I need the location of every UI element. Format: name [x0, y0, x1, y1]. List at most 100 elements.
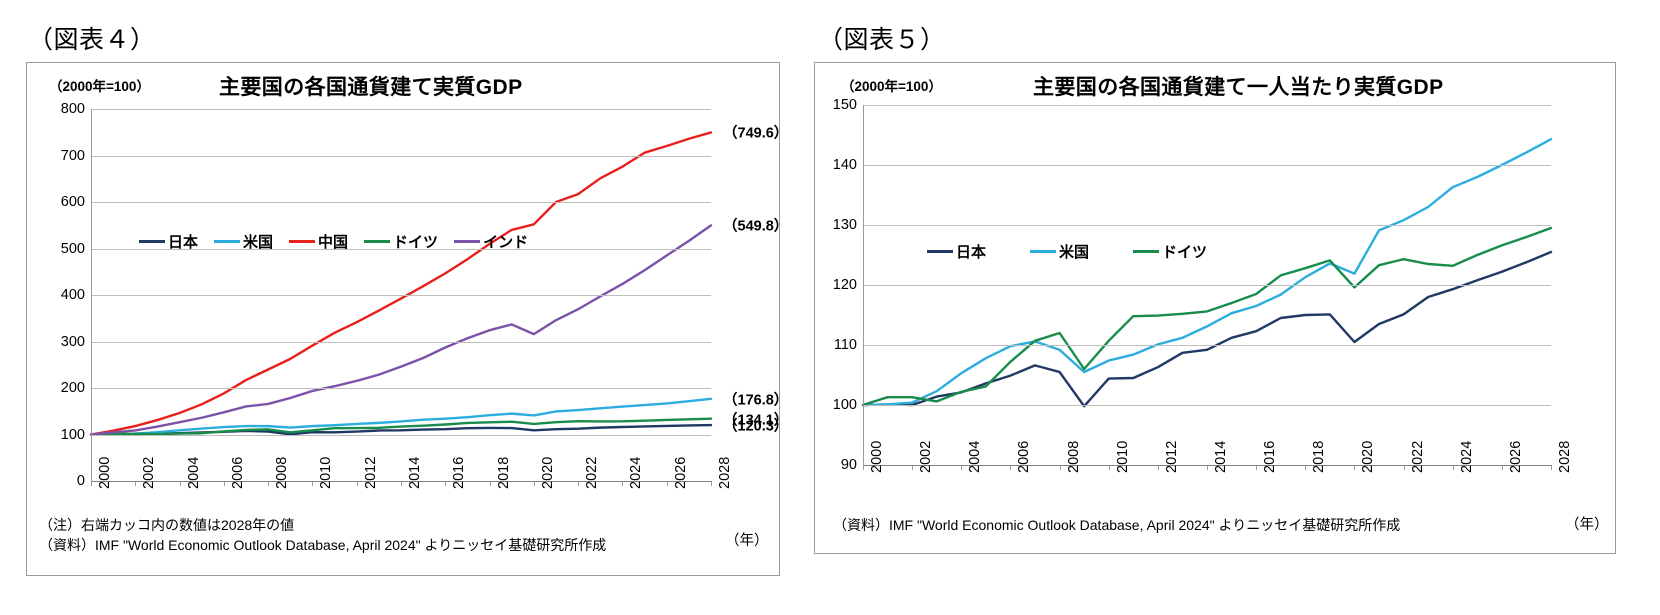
legend-item-インド[interactable]: インド [454, 231, 528, 252]
gridline [91, 388, 711, 389]
gridline [91, 248, 711, 250]
x-axis-tick-mark [1108, 465, 1110, 470]
x-axis-tick-mark [312, 481, 314, 486]
legend-label: ドイツ [393, 234, 439, 251]
x-axis-unit-label: （年） [1565, 517, 1609, 533]
figure-4-title: 主要国の各国通貨建て実質GDP [219, 76, 523, 99]
gridline [91, 295, 711, 296]
legend-item-日本[interactable]: 日本 [927, 241, 986, 262]
y-axis-tick-label: 800 [60, 101, 85, 117]
x-axis-tick-mark [489, 481, 491, 486]
x-axis-tick-mark [961, 465, 963, 470]
figure-5-chart-box: （2000年=100） 主要国の各国通貨建て一人当たり実質GDP 90 100 11… [814, 62, 1616, 554]
x-axis-tick-mark [1256, 465, 1258, 470]
gridline [91, 202, 711, 203]
legend-label: インド [483, 234, 529, 251]
x-axis-tick-label: 2010 [1114, 440, 1131, 473]
figure-4-legend: 日本 米国 中国 ドイツ インド [139, 231, 544, 252]
gridline [91, 341, 711, 343]
x-axis-tick-mark [622, 481, 624, 486]
x-axis-tick-label: 2012 [362, 456, 379, 489]
gridline [863, 405, 1551, 406]
figure-5-series-lines [861, 138, 1553, 408]
x-axis-tick-label: 2022 [584, 456, 601, 489]
y-axis-tick-label: 140 [832, 157, 857, 173]
gridline [863, 285, 1551, 286]
legend-label: 日本 [168, 234, 199, 251]
series-end-value-label: （134.1） [723, 412, 789, 429]
x-axis-tick-label: 2010 [318, 456, 335, 489]
gridline [91, 434, 711, 436]
x-axis-tick-label: 2006 [229, 456, 246, 489]
x-axis-tick-label: 2000 [97, 456, 113, 489]
x-axis-unit-label: （年） [725, 533, 769, 549]
gridline [863, 225, 1551, 226]
figure-5-plot-area: 90 100 110 120 130 140 150 2000 2002 2004 2006 2008… [833, 97, 1609, 533]
x-axis-tick-mark [912, 465, 914, 470]
legend-line-icon [1133, 250, 1160, 253]
series-end-value-label: （749.6） [723, 125, 789, 142]
x-axis-tick-label: 2006 [1016, 440, 1033, 473]
x-axis-tick-label: 2004 [967, 440, 984, 473]
x-axis-tick-label: 2020 [1360, 440, 1377, 473]
x-axis-tick-label: 2016 [451, 456, 468, 489]
figure-4-chart-box: （2000年=100） 主要国の各国通貨建て実質GDP 0 100 200 300 40… [26, 62, 788, 576]
legend-label: 中国 [318, 234, 349, 251]
series-line-米国 [861, 138, 1553, 407]
legend-line-icon [289, 240, 316, 243]
legend-item-ドイツ[interactable]: ドイツ [364, 231, 438, 252]
legend-line-icon [364, 240, 391, 243]
x-axis-tick-mark [445, 481, 447, 486]
x-axis-tick-label: 2026 [1507, 440, 1524, 473]
y-axis-tick-label: 110 [833, 337, 857, 353]
figure-5-source: （資料）IMF "World Economic Outlook Database… [833, 517, 1401, 533]
x-axis-tick-mark [1305, 465, 1307, 470]
series-end-value-label: （176.8） [723, 392, 789, 409]
legend-item-米国[interactable]: 米国 [214, 231, 273, 252]
y-axis-line [863, 105, 864, 465]
series-line-ドイツ [89, 417, 713, 436]
legend-line-icon [214, 240, 241, 243]
x-axis-tick-mark [711, 481, 712, 486]
y-axis-tick-label: 90 [840, 457, 857, 473]
x-axis-tick-label: 2028 [1557, 440, 1573, 473]
figure-5-unit-label: （2000年=100） [841, 79, 942, 94]
legend-item-米国[interactable]: 米国 [1030, 241, 1089, 262]
x-axis-tick-label: 2026 [672, 456, 689, 489]
x-axis-tick-mark [1010, 465, 1012, 470]
legend-item-ドイツ[interactable]: ドイツ [1133, 241, 1207, 262]
y-axis-tick-label: 130 [832, 217, 857, 233]
x-axis-tick-label: 2004 [185, 456, 202, 489]
figure-4-source: （資料）IMF "World Economic Outlook Database… [39, 537, 607, 553]
y-axis-tick-label: 100 [832, 397, 857, 413]
figure-4-series-lines [89, 131, 713, 436]
y-axis-tick-label: 200 [60, 380, 85, 396]
x-axis-tick-mark [223, 481, 225, 486]
series-line-ドイツ [861, 226, 1553, 407]
figure-4-note: （注）右端カッコ内の数値は2028年の値 [39, 517, 295, 533]
gridline [863, 105, 1551, 106]
x-axis-tick-mark [1157, 465, 1159, 470]
legend-label: ドイツ [1162, 244, 1208, 261]
figure-5-caption: （図表５） [818, 27, 946, 54]
legend-item-日本[interactable]: 日本 [139, 231, 198, 252]
x-axis-tick-mark [1501, 465, 1503, 470]
x-axis-tick-mark [1354, 465, 1356, 470]
x-axis-tick-mark [533, 481, 535, 486]
x-axis-tick-label: 2002 [918, 440, 935, 473]
figure-4-unit-label: （2000年=100） [49, 79, 150, 94]
x-axis-tick-label: 2024 [1458, 440, 1475, 473]
gridline [863, 165, 1551, 166]
x-axis-tick-label: 2014 [407, 456, 423, 489]
x-axis-tick-label: 2024 [628, 456, 645, 489]
x-axis-tick-label: 2018 [495, 456, 512, 489]
x-axis-tick-label: 2020 [539, 456, 556, 489]
legend-item-中国[interactable]: 中国 [289, 231, 348, 252]
x-axis-tick-mark [91, 481, 92, 486]
y-axis-tick-label: 150 [832, 97, 857, 113]
y-axis-tick-label: 400 [60, 287, 85, 303]
series-end-value-label: （549.8） [723, 218, 789, 235]
x-axis-tick-mark [1059, 465, 1061, 470]
y-axis-line [91, 109, 92, 481]
